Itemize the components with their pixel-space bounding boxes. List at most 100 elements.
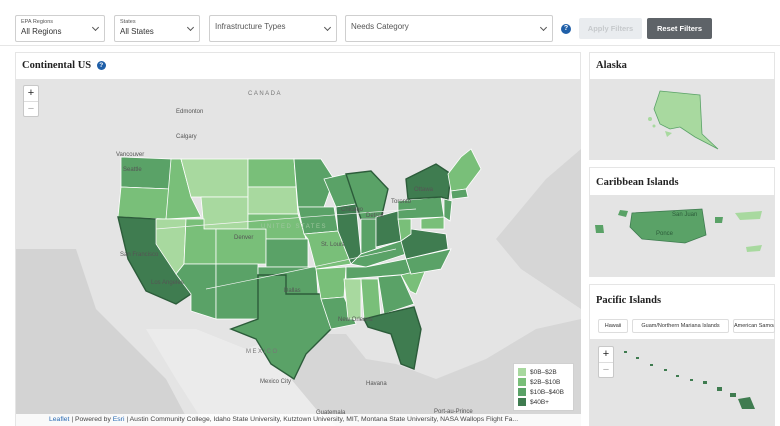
hawaii-island[interactable] [636, 357, 639, 359]
hawaii-island[interactable] [676, 375, 679, 377]
hawaii-island[interactable] [730, 393, 736, 397]
state-texas[interactable] [229, 274, 332, 381]
tab-hawaii[interactable]: Hawaii [598, 319, 628, 333]
state-montana[interactable] [180, 158, 249, 198]
legend-row: $2B–$10B [518, 377, 569, 387]
state-massachusetts[interactable] [450, 188, 469, 200]
state-oregon[interactable] [117, 186, 172, 220]
state-washington[interactable] [120, 156, 172, 190]
map-zoom-control: + − [23, 85, 39, 117]
caribbean-panel: Caribbean Islands San Juan Ponce [589, 167, 775, 277]
legend-swatch [518, 388, 526, 396]
hawaii-big-island[interactable] [738, 397, 755, 409]
hawaii-island[interactable] [650, 364, 653, 366]
label-dallas: Dallas [284, 288, 301, 294]
label-denver: Denver [234, 235, 254, 241]
pacific-zoom-control: + − [598, 346, 614, 378]
pacific-map[interactable]: + − [590, 339, 775, 426]
zoom-in-button[interactable]: + [27, 87, 35, 99]
filter-bar: EPA Regions All Regions States All State… [0, 0, 780, 46]
state-new-jersey[interactable] [443, 198, 453, 222]
continental-us-title-text: Continental US [22, 60, 92, 71]
state-idaho[interactable] [165, 158, 202, 220]
label-chicago: Chicago [341, 207, 364, 213]
mexico-land [146, 329, 336, 426]
alaska-title: Alaska [596, 60, 627, 71]
state-kansas[interactable] [265, 238, 309, 268]
legend-row: $10B–$40B [518, 387, 569, 397]
hawaii-island[interactable] [624, 351, 627, 353]
attribution-credits: | Austin Community College, Idaho State … [126, 416, 519, 423]
label-new-orleans: New Orleans [338, 317, 373, 323]
state-north-dakota[interactable] [247, 158, 297, 188]
label-detroit: Detroit [366, 213, 384, 219]
map-legend: $0B–$2B $2B–$10B $10B–$40B $40B+ [513, 363, 574, 411]
gulf-of-mexico [286, 319, 581, 426]
label-calgary: Calgary [176, 134, 197, 140]
hawaii-island[interactable] [664, 369, 667, 371]
state-north-carolina[interactable] [405, 248, 452, 275]
help-icon[interactable]: ? [561, 24, 571, 34]
states-dropdown[interactable]: States All States [114, 15, 200, 42]
tab-american-samoa[interactable]: American Samoa [733, 319, 775, 333]
alaska-map[interactable] [590, 79, 775, 160]
label-los-angeles: Los Angeles [151, 280, 184, 286]
states-value: All States [120, 27, 154, 36]
alaska-island [652, 124, 656, 128]
apply-filters-button[interactable]: Apply Filters [579, 18, 642, 39]
state-missouri[interactable] [303, 230, 352, 270]
zoom-in-button[interactable]: + [602, 348, 610, 360]
state-south-dakota[interactable] [247, 186, 299, 215]
state-alabama[interactable] [360, 278, 382, 320]
help-icon[interactable]: ? [96, 61, 106, 70]
state-minnesota[interactable] [293, 158, 335, 208]
infrastructure-types-dropdown[interactable]: Infrastructure Types [209, 15, 337, 42]
state-new-york[interactable] [405, 163, 452, 200]
state-new-england[interactable] [447, 148, 482, 192]
label-havana: Havana [366, 381, 387, 387]
hawaii-island[interactable] [690, 379, 693, 381]
alaska-island [665, 131, 672, 137]
territory-virgin-islands[interactable] [735, 211, 762, 220]
label-san-francisco: San Francisco [120, 252, 159, 258]
territory-culebra [715, 217, 723, 223]
continental-us-map[interactable]: + − CANADA Edmonton Calgary Vancouver Se… [16, 79, 581, 426]
state-alaska[interactable] [653, 90, 719, 150]
leaflet-link[interactable]: Leaflet [49, 416, 70, 423]
epa-regions-dropdown[interactable]: EPA Regions All Regions [15, 15, 105, 42]
tab-guam-northern-mariana-islands[interactable]: Guam/Northern Mariana Islands [632, 319, 729, 333]
powered-by-text: | Powered by [71, 416, 111, 423]
hawaii-island[interactable] [703, 381, 707, 384]
label-st-louis: St. Louis [321, 242, 345, 248]
chevron-down-icon [323, 23, 332, 32]
caribbean-map[interactable]: San Juan Ponce [590, 195, 775, 277]
esri-link[interactable]: Esri [112, 416, 125, 423]
hawaii-island[interactable] [717, 387, 722, 391]
territory-st-croix[interactable] [746, 245, 762, 252]
state-mississippi[interactable] [343, 278, 362, 320]
epa-regions-value: All Regions [21, 27, 62, 36]
legend-label: $40B+ [530, 398, 549, 406]
state-arkansas[interactable] [315, 266, 347, 300]
state-maryland[interactable] [420, 216, 445, 230]
reset-filters-button[interactable]: Reset Filters [647, 18, 712, 39]
state-wyoming[interactable] [200, 196, 249, 230]
caribbean-title: Caribbean Islands [596, 177, 679, 188]
state-new-mexico[interactable] [215, 263, 259, 320]
label-port-au-prince: Port-au-Prince [434, 409, 473, 415]
state-georgia[interactable] [377, 274, 415, 315]
state-indiana[interactable] [360, 218, 377, 255]
territory-puerto-rico[interactable] [629, 208, 707, 244]
alaska-island [648, 117, 652, 121]
zoom-out-button[interactable]: − [24, 101, 38, 116]
pacific-map-canvas [624, 351, 755, 409]
label-canada: CANADA [248, 91, 283, 97]
map-attribution: Leaflet | Powered by Esri | Austin Commu… [16, 414, 581, 426]
state-florida[interactable] [362, 306, 422, 370]
alaska-panel: Alaska [589, 52, 775, 160]
label-san-juan: San Juan [672, 212, 698, 218]
chevron-down-icon [539, 23, 548, 32]
zoom-out-button[interactable]: − [599, 362, 613, 377]
needs-category-dropdown[interactable]: Needs Category [345, 15, 553, 42]
